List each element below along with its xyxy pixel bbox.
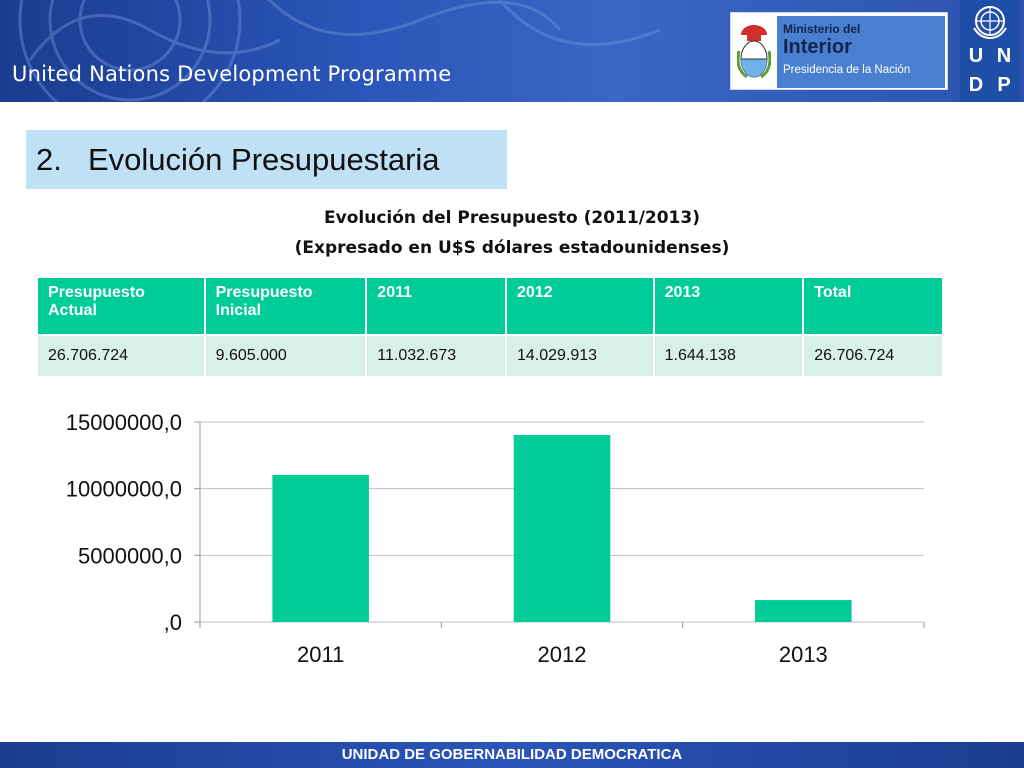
x-tick-label: 2011 xyxy=(297,642,344,667)
table-header-cell: Presupuesto Actual xyxy=(36,276,206,336)
bar-2013 xyxy=(755,600,852,622)
argentina-shield-icon xyxy=(737,25,771,79)
table-header-cell: 2011 xyxy=(365,276,507,336)
section-title-text: Evolución Presupuestaria xyxy=(88,142,440,177)
undp-letters: U N D P xyxy=(964,44,1016,98)
table-header-cell: 2013 xyxy=(652,276,805,336)
table-header-cell: 2012 xyxy=(505,276,655,336)
ministry-line3: Presidencia de la Nación xyxy=(783,64,911,76)
chart-subtitle-line1: Evolución del Presupuesto (2011/2013) xyxy=(324,208,700,228)
budget-table: Presupuesto Actual Presupuesto Inicial 2… xyxy=(36,276,944,378)
table-cell: 9.605.000 xyxy=(203,334,368,378)
ministry-line1: Ministerio del xyxy=(783,22,861,36)
footer-text: UNIDAD DE GOBERNABILIDAD DEMOCRATICA xyxy=(341,746,683,763)
bar-2011 xyxy=(272,474,369,622)
header-banner: United Nations Development Programme Min… xyxy=(0,0,1024,102)
undp-letter: N xyxy=(996,45,1012,67)
bar-2012 xyxy=(513,434,611,622)
chart-subtitle-line2: (Expresado en U$S dólares estadounidense… xyxy=(294,238,730,258)
budget-bar-chart: ,0 5000000,0 10000000,0 15000000,0 2011 2012… xyxy=(66,410,925,667)
y-tick-label: 5000000,0 xyxy=(78,543,182,568)
y-tick-label: 10000000,0 xyxy=(66,477,182,502)
table-cell: 26.706.724 xyxy=(36,334,206,378)
table-cell: 11.032.673 xyxy=(365,334,507,378)
table-row: 26.706.724 9.605.000 11.032.673 14.029.9… xyxy=(36,334,944,378)
footer-bar: UNIDAD DE GOBERNABILIDAD DEMOCRATICA xyxy=(0,742,1024,768)
undp-logo: U N D P xyxy=(960,0,1020,102)
chart-x-tick-labels: 2011 2012 2013 xyxy=(297,642,828,667)
section-number: 2. xyxy=(36,142,62,177)
banner-title: United Nations Development Programme xyxy=(12,62,452,86)
un-emblem-icon xyxy=(973,6,1007,40)
table-cell: 1.644.138 xyxy=(652,334,805,378)
y-tick-label: 15000000,0 xyxy=(66,410,182,435)
un-emblem-watermark-icon xyxy=(18,0,661,102)
chart-y-tick-labels: ,0 5000000,0 10000000,0 15000000,0 xyxy=(66,410,182,635)
x-tick-label: 2013 xyxy=(779,642,828,667)
section-title: 2. Evolución Presupuestaria xyxy=(26,130,507,189)
table-header-cell: Total xyxy=(802,276,944,336)
chart-bars xyxy=(272,434,852,622)
undp-letter: U xyxy=(968,45,984,67)
ministry-line2: Interior xyxy=(783,36,852,58)
undp-letter: D xyxy=(968,74,984,96)
table-header-cell: Presupuesto Inicial xyxy=(203,276,368,336)
undp-letter: P xyxy=(997,74,1011,96)
y-tick-label: ,0 xyxy=(164,610,182,635)
table-header-row: Presupuesto Actual Presupuesto Inicial 2… xyxy=(36,276,944,336)
table-cell: 14.029.913 xyxy=(505,334,655,378)
ministry-name-panel: Ministerio del Interior Presidencia de l… xyxy=(777,16,945,88)
table-cell: 26.706.724 xyxy=(802,334,944,378)
x-tick-label: 2012 xyxy=(538,642,587,667)
ministry-logo: Ministerio del Interior Presidencia de l… xyxy=(730,12,948,90)
